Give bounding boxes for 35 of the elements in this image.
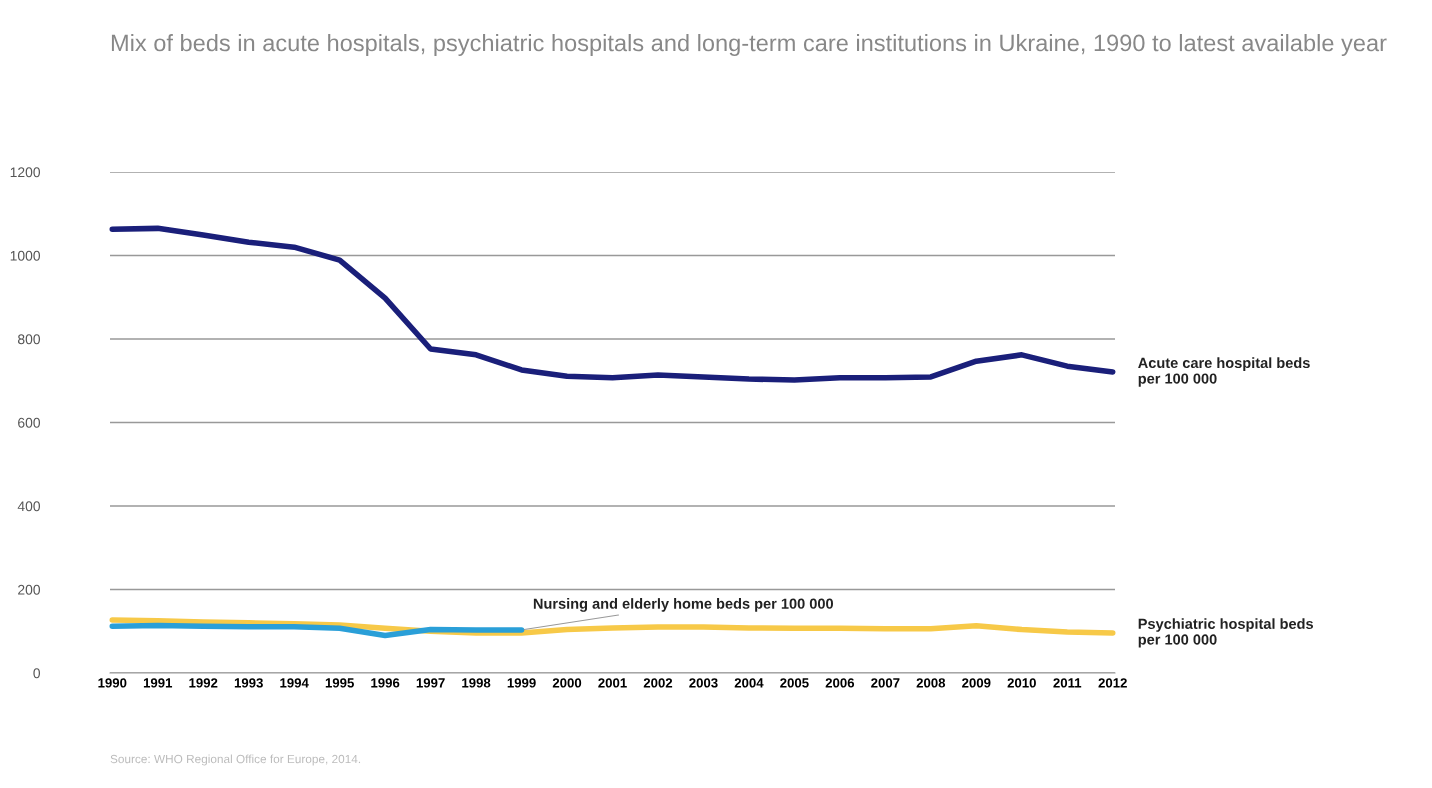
x-tick-label: 1992 xyxy=(189,678,218,688)
y-tick-label: 0 xyxy=(33,668,41,679)
source-note: Source: WHO Regional Office for Europe, 2014. xyxy=(110,754,361,766)
y-tick-label: 800 xyxy=(17,334,41,345)
y-tick-label: 1000 xyxy=(10,250,41,261)
x-tick-label: 2006 xyxy=(825,678,855,688)
x-tick-label: 2011 xyxy=(1053,678,1082,688)
y-tick-label: 400 xyxy=(17,501,41,512)
x-tick-label: 1994 xyxy=(280,678,309,688)
x-tick-label: 1997 xyxy=(416,678,445,688)
y-tick-label: 200 xyxy=(18,584,41,595)
x-tick-label: 2000 xyxy=(552,678,582,688)
x-tick-label: 1996 xyxy=(371,678,400,688)
x-tick-label: 1990 xyxy=(98,678,127,688)
series-label: Psychiatric hospital beds per 100 000 xyxy=(1138,618,1314,648)
y-tick-label: 1200 xyxy=(10,167,41,178)
x-tick-label: 2009 xyxy=(962,678,991,688)
x-tick-label: 1995 xyxy=(325,678,354,688)
x-tick-label: 2010 xyxy=(1007,678,1036,688)
x-tick-label: 1999 xyxy=(507,678,536,688)
x-tick-label: 2002 xyxy=(643,678,673,688)
series-label: Acute care hospital beds per 100 000 xyxy=(1138,357,1310,387)
x-tick-label: 2005 xyxy=(780,678,809,688)
x-tick-label: 2008 xyxy=(916,678,946,688)
x-tick-label: 1991 xyxy=(143,678,173,688)
y-tick-label: 600 xyxy=(18,417,41,428)
x-tick-label: 1998 xyxy=(462,678,491,688)
chart-title: Mix of beds in acute hospitals, psychiatric hospitals and long-term care institutions in Ukraine, 1990 to latest available year xyxy=(111,34,1387,57)
x-tick-label: 2001 xyxy=(598,678,627,688)
x-tick-label: 2004 xyxy=(734,678,764,688)
x-tick-label: 1993 xyxy=(234,678,263,688)
x-tick-label: 2003 xyxy=(689,678,718,688)
x-tick-label: 2007 xyxy=(871,678,900,688)
series-label: Nursing and elderly home beds per 100 000 xyxy=(533,598,834,612)
x-tick-label: 2012 xyxy=(1098,678,1127,688)
